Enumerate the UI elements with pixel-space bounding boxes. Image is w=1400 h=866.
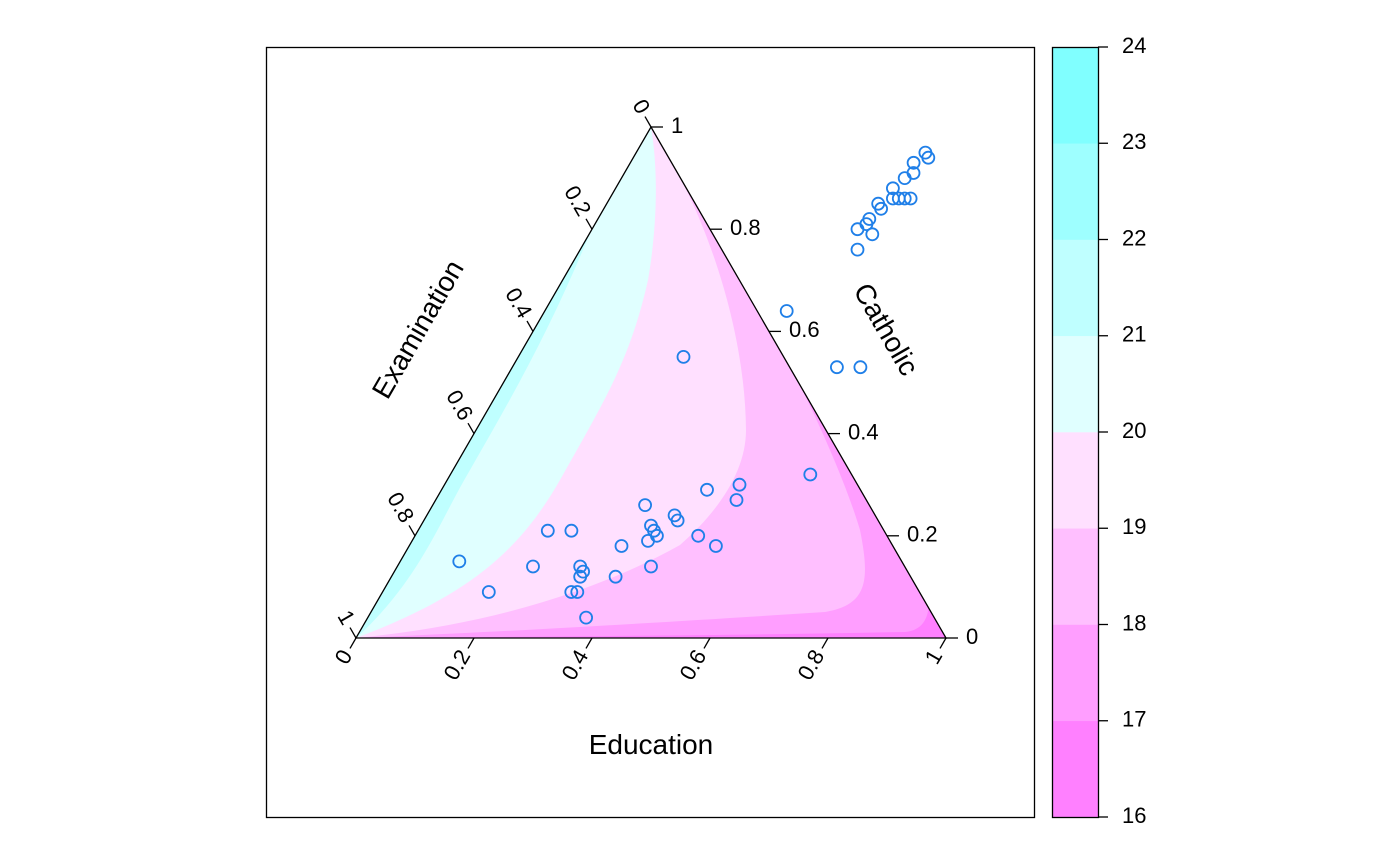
- colorbar-tick-label: 21: [1122, 322, 1146, 347]
- right-tick-label: 0: [966, 624, 978, 649]
- data-point: [709, 539, 723, 553]
- data-point: [850, 242, 865, 257]
- left-tick-label: 1: [333, 606, 361, 629]
- ternary-triangle-outline: [354, 125, 948, 639]
- colorbar-tick-label: 22: [1122, 225, 1146, 250]
- data-point: [564, 523, 579, 538]
- colorbar-tick-label: 20: [1122, 418, 1146, 443]
- data-point: [729, 493, 744, 507]
- left-tick-label: 0.6: [441, 386, 478, 425]
- data-point: [573, 569, 588, 584]
- data-point: [570, 585, 585, 599]
- data-point: [871, 196, 886, 211]
- data-point: [830, 360, 844, 375]
- right-tick-label: 0.6: [789, 317, 820, 342]
- colorbar-band: [1052, 47, 1098, 144]
- data-point: [481, 585, 496, 599]
- bottom-tick-label: 0.4: [556, 645, 593, 684]
- left-tick-mark: [644, 116, 652, 128]
- bottom-axis-title: Education: [589, 729, 714, 760]
- data-point: [526, 559, 540, 574]
- bottom-tick-mark: [821, 637, 829, 649]
- data-point: [614, 539, 629, 553]
- data-point: [850, 222, 865, 237]
- bottom-tick-label: 0.2: [438, 645, 475, 684]
- colorbar-band: [1052, 143, 1098, 240]
- colorbar-tick-label: 24: [1122, 33, 1146, 58]
- data-point: [644, 559, 658, 574]
- bottom-tick-label: 0.6: [674, 645, 711, 684]
- data-point: [803, 467, 818, 482]
- right-tick-label: 0.2: [907, 522, 938, 547]
- bottom-tick-mark: [703, 637, 711, 649]
- left-tick-mark: [585, 218, 593, 230]
- data-point: [700, 482, 714, 497]
- left-tick-label: 0: [628, 95, 656, 118]
- bottom-tick-mark: [349, 637, 357, 649]
- bottom-tick-label: 1: [920, 645, 948, 668]
- colorbar-tick-label: 17: [1122, 707, 1146, 732]
- data-point: [564, 585, 579, 599]
- data-point: [638, 498, 652, 513]
- right-tick-label: 0.8: [730, 215, 761, 240]
- data-point: [579, 610, 593, 625]
- colorbar-tick-label: 19: [1122, 514, 1146, 539]
- colorbar-band: [1052, 624, 1098, 722]
- colorbar: 16 17 18 19 20 21 22 23 24: [1051, 33, 1146, 828]
- data-point: [641, 534, 655, 548]
- colorbar-band: [1052, 720, 1098, 818]
- data-point: [732, 477, 747, 492]
- left-axis-title: Examination: [366, 255, 470, 404]
- left-tick-mark: [467, 422, 475, 434]
- bottom-tick-mark: [467, 637, 475, 649]
- colorbar-tick-label: 16: [1122, 803, 1146, 828]
- colorbar-tick-label: 18: [1122, 610, 1146, 635]
- bottom-tick-mark: [585, 637, 593, 649]
- bottom-tick-label: 0.8: [792, 645, 829, 684]
- plot-panel-border: [265, 46, 1036, 819]
- data-point: [903, 191, 918, 206]
- data-point: [608, 569, 623, 584]
- data-point: [906, 155, 921, 170]
- data-point: [897, 191, 912, 206]
- colorbar-band: [1052, 335, 1098, 433]
- data-point: [853, 360, 868, 375]
- data-point: [670, 513, 685, 528]
- data-point: [865, 227, 880, 242]
- bottom-tick-label: 0: [330, 645, 358, 668]
- data-point: [886, 181, 900, 196]
- left-tick-mark: [349, 627, 357, 639]
- left-tick-mark: [526, 320, 534, 332]
- colorbar-band: [1052, 239, 1098, 337]
- left-tick-label: 0.2: [559, 181, 596, 220]
- scatter-points: [452, 145, 936, 625]
- data-point: [897, 171, 912, 186]
- right-axis-title: Catholic: [848, 278, 925, 381]
- colorbar-band: [1052, 528, 1098, 625]
- right-tick-label: 0.4: [848, 419, 879, 444]
- left-tick-mark: [408, 525, 416, 537]
- colorbar-band: [1052, 432, 1098, 529]
- data-point: [779, 304, 794, 318]
- left-tick-label: 0.8: [382, 488, 419, 527]
- bottom-tick-mark: [939, 637, 947, 649]
- data-point: [862, 212, 877, 226]
- colorbar-tick-label: 23: [1122, 129, 1146, 154]
- data-point: [691, 528, 706, 543]
- data-point: [921, 150, 936, 165]
- data-point: [452, 554, 467, 569]
- data-point: [676, 349, 691, 364]
- right-tick-label: 1: [671, 113, 683, 138]
- left-tick-label: 0.4: [500, 283, 537, 322]
- data-point: [540, 523, 555, 538]
